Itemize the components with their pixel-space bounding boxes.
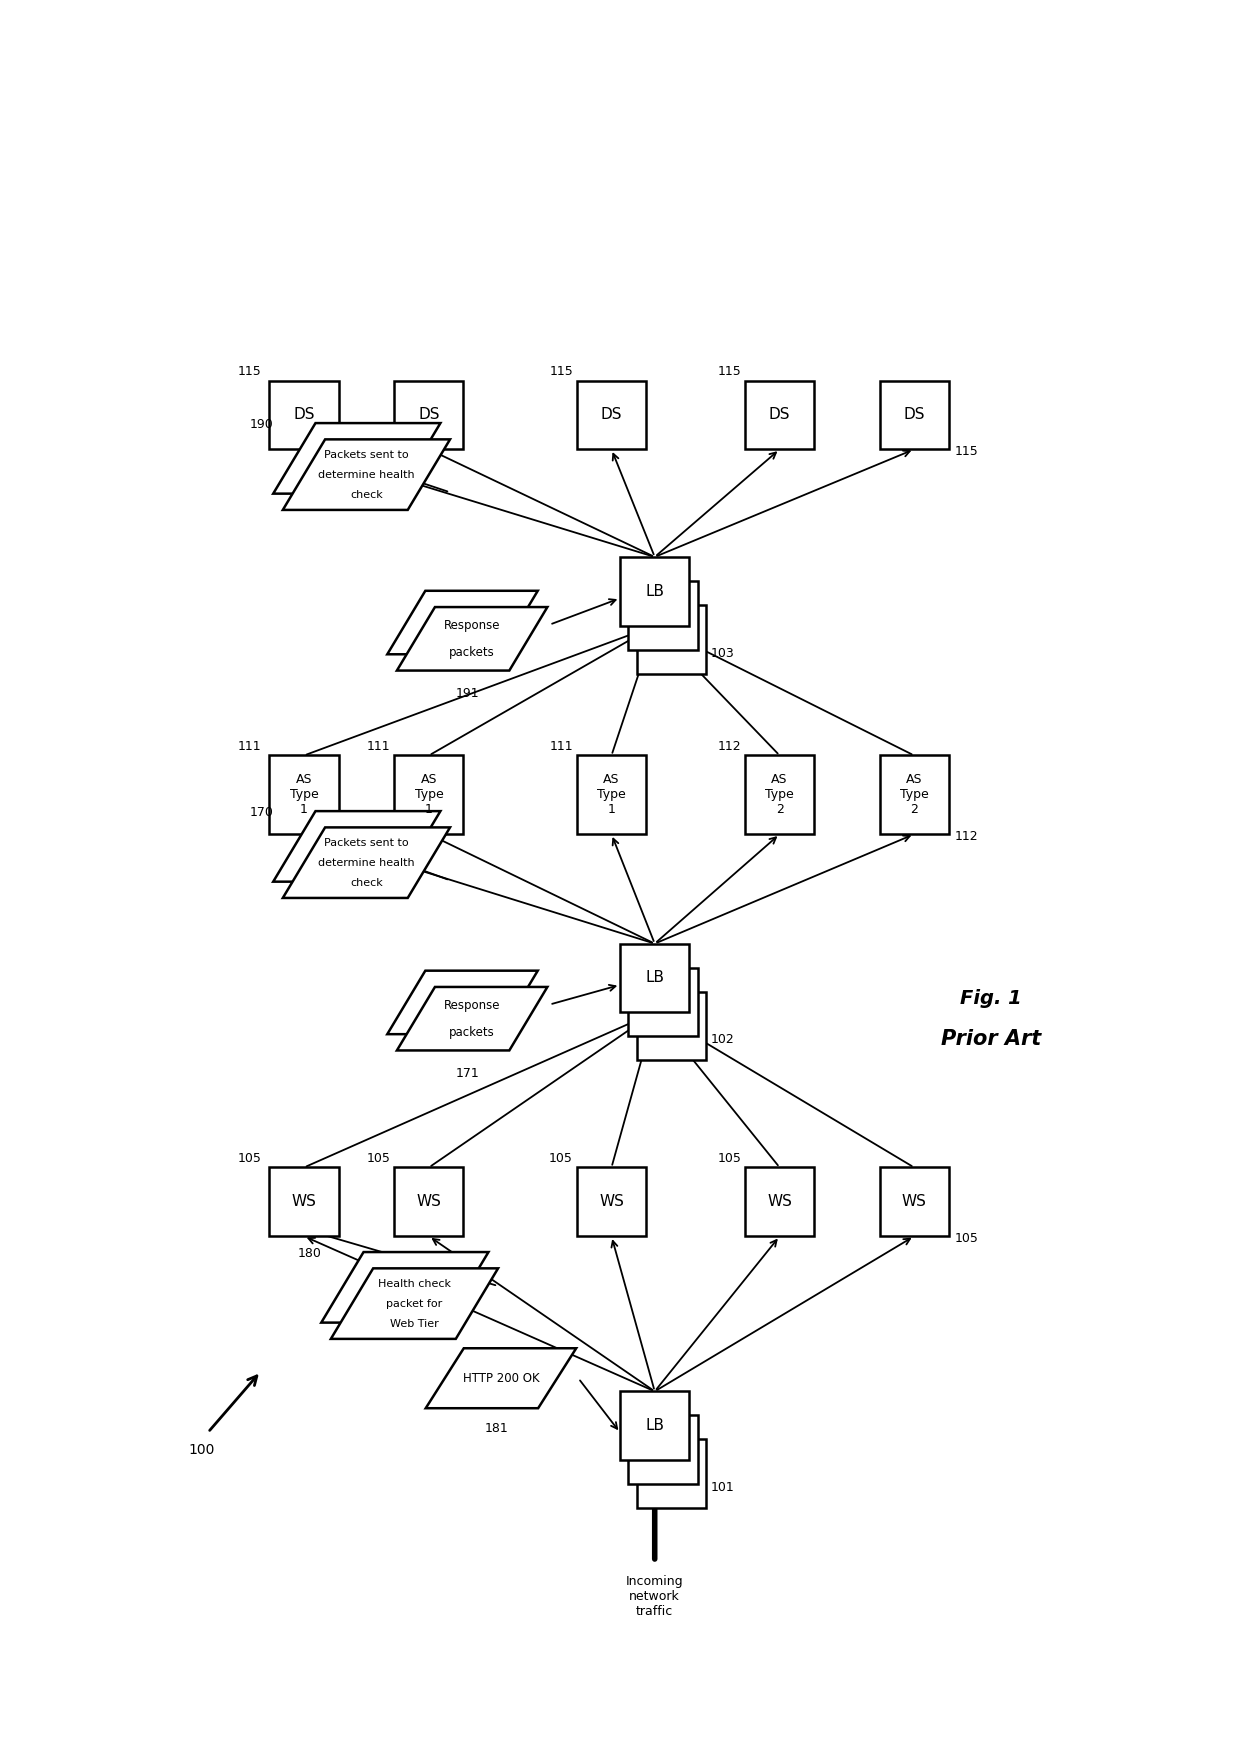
Polygon shape <box>425 1348 577 1408</box>
Polygon shape <box>273 423 440 493</box>
Text: DS: DS <box>600 407 622 423</box>
Text: Web Tier: Web Tier <box>391 1318 439 1329</box>
FancyBboxPatch shape <box>394 1168 464 1237</box>
FancyBboxPatch shape <box>577 1168 646 1237</box>
Text: WS: WS <box>291 1195 316 1209</box>
Text: packets: packets <box>449 1025 495 1038</box>
Text: 111: 111 <box>367 740 391 752</box>
FancyBboxPatch shape <box>745 756 815 833</box>
Text: 181: 181 <box>485 1422 508 1434</box>
Text: WS: WS <box>901 1195 926 1209</box>
Text: 111: 111 <box>238 740 262 752</box>
FancyBboxPatch shape <box>620 557 689 626</box>
Text: DS: DS <box>904 407 925 423</box>
Text: LB: LB <box>645 971 665 985</box>
FancyBboxPatch shape <box>636 1440 706 1508</box>
FancyBboxPatch shape <box>394 756 464 833</box>
Text: WS: WS <box>417 1195 441 1209</box>
Text: check: check <box>350 877 383 888</box>
Text: LB: LB <box>645 583 665 599</box>
Text: packets: packets <box>449 647 495 659</box>
Text: 170: 170 <box>249 807 273 819</box>
Text: determine health: determine health <box>319 470 414 479</box>
Text: DS: DS <box>293 407 315 423</box>
FancyBboxPatch shape <box>620 1392 689 1461</box>
Text: 180: 180 <box>298 1247 321 1260</box>
Text: 112: 112 <box>955 830 978 842</box>
Text: 105: 105 <box>549 1152 573 1165</box>
FancyBboxPatch shape <box>629 1415 698 1484</box>
Text: HTTP 200 OK: HTTP 200 OK <box>463 1373 539 1385</box>
FancyBboxPatch shape <box>620 944 689 1013</box>
Text: 115: 115 <box>955 444 978 458</box>
Text: 171: 171 <box>455 1066 479 1080</box>
Text: AS
Type
1: AS Type 1 <box>414 774 443 816</box>
Text: check: check <box>350 490 383 500</box>
FancyBboxPatch shape <box>269 1168 339 1237</box>
Text: 105: 105 <box>955 1232 978 1244</box>
Text: determine health: determine health <box>319 858 414 867</box>
Text: AS
Type
2: AS Type 2 <box>765 774 794 816</box>
FancyBboxPatch shape <box>636 604 706 673</box>
Polygon shape <box>387 971 538 1034</box>
Text: AS
Type
1: AS Type 1 <box>598 774 626 816</box>
Polygon shape <box>321 1253 489 1323</box>
Text: Incoming
network
traffic: Incoming network traffic <box>626 1575 683 1619</box>
FancyBboxPatch shape <box>745 381 815 449</box>
Text: 105: 105 <box>238 1152 262 1165</box>
FancyBboxPatch shape <box>577 756 646 833</box>
Text: WS: WS <box>768 1195 792 1209</box>
Text: 115: 115 <box>238 365 262 379</box>
Text: AS
Type
2: AS Type 2 <box>900 774 929 816</box>
Text: 103: 103 <box>711 647 734 659</box>
Text: 105: 105 <box>717 1152 742 1165</box>
Text: 115: 115 <box>549 365 573 379</box>
Text: 101: 101 <box>711 1480 734 1494</box>
Text: DS: DS <box>769 407 790 423</box>
Text: Response: Response <box>444 999 501 1011</box>
Text: 102: 102 <box>711 1033 734 1047</box>
FancyBboxPatch shape <box>879 756 949 833</box>
Polygon shape <box>283 439 450 509</box>
Text: Health check: Health check <box>378 1279 451 1288</box>
Text: Fig. 1: Fig. 1 <box>960 988 1022 1008</box>
FancyBboxPatch shape <box>269 381 339 449</box>
Text: WS: WS <box>599 1195 624 1209</box>
Polygon shape <box>397 608 547 671</box>
Polygon shape <box>273 811 440 881</box>
Text: 115: 115 <box>718 365 742 379</box>
FancyBboxPatch shape <box>269 756 339 833</box>
Text: 100: 100 <box>188 1443 215 1457</box>
Text: 190: 190 <box>249 418 273 432</box>
FancyBboxPatch shape <box>879 1168 949 1237</box>
Text: packet for: packet for <box>387 1299 443 1309</box>
FancyBboxPatch shape <box>394 381 464 449</box>
Text: 191: 191 <box>455 687 479 700</box>
FancyBboxPatch shape <box>577 381 646 449</box>
Text: 112: 112 <box>718 740 742 752</box>
Text: Response: Response <box>444 618 501 633</box>
Text: 111: 111 <box>549 740 573 752</box>
FancyBboxPatch shape <box>745 1168 815 1237</box>
Polygon shape <box>331 1269 498 1339</box>
Text: Packets sent to: Packets sent to <box>324 837 409 848</box>
Polygon shape <box>283 828 450 899</box>
FancyBboxPatch shape <box>629 581 698 650</box>
Text: Prior Art: Prior Art <box>941 1029 1042 1048</box>
FancyBboxPatch shape <box>879 381 949 449</box>
Text: Packets sent to: Packets sent to <box>324 449 409 460</box>
Polygon shape <box>387 590 538 654</box>
Text: LB: LB <box>645 1418 665 1433</box>
Text: AS
Type
1: AS Type 1 <box>290 774 319 816</box>
Polygon shape <box>397 987 547 1050</box>
Text: DS: DS <box>418 407 440 423</box>
Text: 105: 105 <box>367 1152 391 1165</box>
FancyBboxPatch shape <box>636 992 706 1061</box>
FancyBboxPatch shape <box>629 967 698 1036</box>
